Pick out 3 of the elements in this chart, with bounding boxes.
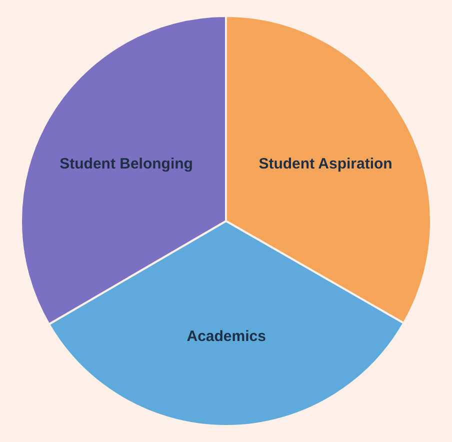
slice-label: Student Aspiration — [258, 155, 392, 172]
slice-label: Academics — [186, 328, 266, 345]
slice-label: Student Belonging — [60, 156, 193, 173]
